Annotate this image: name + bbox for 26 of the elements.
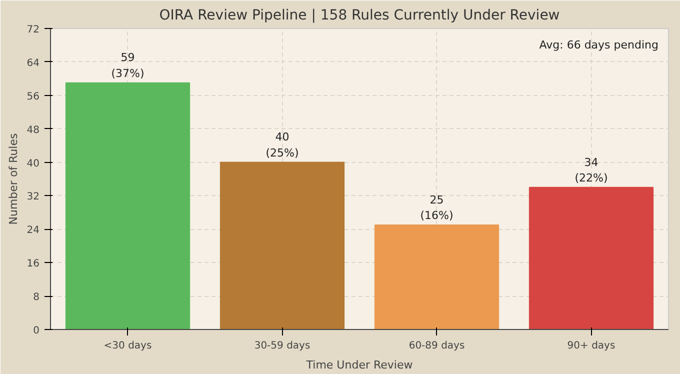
y-tick-label: 56 [26,91,40,102]
bar [220,162,345,330]
y-tick-label: 8 [33,292,40,304]
bar [528,186,654,330]
y-tick-label: 24 [26,225,40,236]
chart-title: OIRA Review Pipeline | 158 Rules Currently Under Review [159,8,560,24]
y-tick-label: 32 [26,192,40,203]
y-tick-label: 72 [26,24,40,36]
data-label: 25 (16%) [420,193,454,222]
y-tick-label: 64 [26,58,40,69]
y-tick-label: 40 [26,158,40,170]
x-tick-label: <30 days [104,340,152,352]
bar [374,224,500,330]
data-label: 34 (22%) [574,156,608,184]
annotation: Avg: 66 days pending [539,38,659,52]
y-tick-label: 48 [26,124,40,136]
y-axis-title: Number of Rules [6,133,20,225]
x-tick-label: 90+ days [567,340,616,352]
y-tick-label: 0 [33,326,40,336]
bar [65,82,190,330]
data-label: 59 (37%) [111,51,144,80]
data-label: 40 (25%) [266,130,299,160]
x-tick-label: 60-89 days [408,340,465,352]
x-axis-title: Time Under Review [305,358,413,372]
x-tick-label: 30-59 days [254,340,310,352]
y-tick-label: 16 [26,258,40,270]
